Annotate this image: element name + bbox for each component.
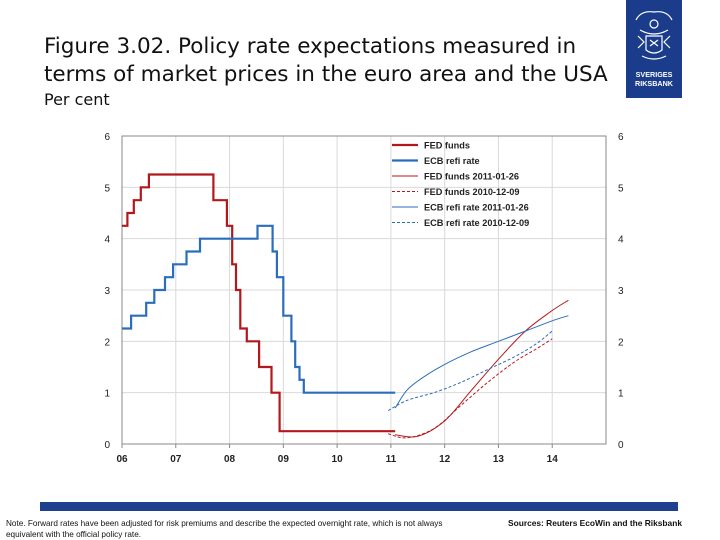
y-tick-label-left: 0 <box>104 440 110 451</box>
chart-title-line-1: Figure 3.02. Policy rate expectations me… <box>44 34 577 59</box>
sources: Sources: Reuters EcoWin and the Riksbank <box>508 518 682 528</box>
y-tick-label-left: 6 <box>104 132 110 143</box>
y-tick-label-left: 3 <box>104 286 110 297</box>
y-tick-label-left: 5 <box>104 183 110 194</box>
legend-label: FED funds 2011-01-26 <box>424 172 519 182</box>
chart-title: Figure 3.02. Policy rate expectations me… <box>44 33 644 89</box>
y-tick-label-right: 3 <box>618 286 624 297</box>
series-line-fed-funds <box>122 173 396 433</box>
x-tick-label: 14 <box>547 454 559 465</box>
chart-legend: FED funds ECB refi rate FED funds 2011-01-… <box>392 141 529 228</box>
y-axis-left: 0 1 2 3 4 5 6 <box>104 132 110 451</box>
legend-label: ECB refi rate 2011-01-26 <box>424 203 529 213</box>
footnote: Note. Forward rates have been adjusted f… <box>6 519 443 539</box>
legend-label: ECB refi rate <box>424 156 480 166</box>
x-tick-label: 11 <box>386 454 397 465</box>
y-tick-label-right: 0 <box>618 440 624 451</box>
x-tick-label: 09 <box>278 454 290 465</box>
series-line-ecb-refi-rate-2011-01-26 <box>394 315 569 409</box>
chart-title-line-2: terms of market prices in the euro area … <box>44 62 608 87</box>
riksbank-logo: SVERIGES RIKSBANK <box>626 0 682 98</box>
x-tick-label: 13 <box>493 454 505 465</box>
x-tick-label: 10 <box>332 454 344 465</box>
x-axis: 06 07 08 09 10 11 12 13 14 <box>116 444 558 465</box>
y-tick-label-right: 2 <box>618 337 624 348</box>
y-tick-label-right: 4 <box>618 235 624 246</box>
y-axis-right: 0 1 2 3 4 5 6 <box>618 132 624 451</box>
y-tick-label-left: 2 <box>104 337 110 348</box>
y-tick-label-right: 1 <box>618 389 624 400</box>
legend-label: FED funds <box>424 141 470 151</box>
y-tick-label-left: 1 <box>104 389 110 400</box>
legend-label: FED funds 2010-12-09 <box>424 187 519 197</box>
chart-unit-label: Per cent <box>44 90 110 109</box>
plot-area-frame <box>121 135 607 445</box>
riksbank-emblem-icon: SVERIGES RIKSBANK <box>635 11 674 88</box>
series-line-ecb-refi-rate <box>122 224 396 394</box>
x-tick-label: 12 <box>439 454 451 465</box>
chart-series <box>122 173 569 439</box>
y-tick-label-right: 6 <box>618 132 624 143</box>
series-line-fed-funds-2010-12-09 <box>388 338 553 439</box>
footer-bar <box>40 502 678 511</box>
x-tick-label: 07 <box>170 454 182 465</box>
x-tick-label: 08 <box>224 454 236 465</box>
y-tick-label-left: 4 <box>104 235 110 246</box>
x-tick-label: 06 <box>116 454 128 465</box>
logo-text-line-2: RIKSBANK <box>635 79 674 88</box>
y-tick-label-right: 5 <box>618 183 624 194</box>
chart-gridlines <box>121 135 606 445</box>
series-line-ecb-refi-rate-2010-12-09 <box>387 330 553 412</box>
legend-label: ECB refi rate 2010-12-09 <box>424 218 529 228</box>
series-line-fed-funds-2011-01-26 <box>395 299 569 438</box>
logo-text-line-1: SVERIGES <box>636 70 673 79</box>
